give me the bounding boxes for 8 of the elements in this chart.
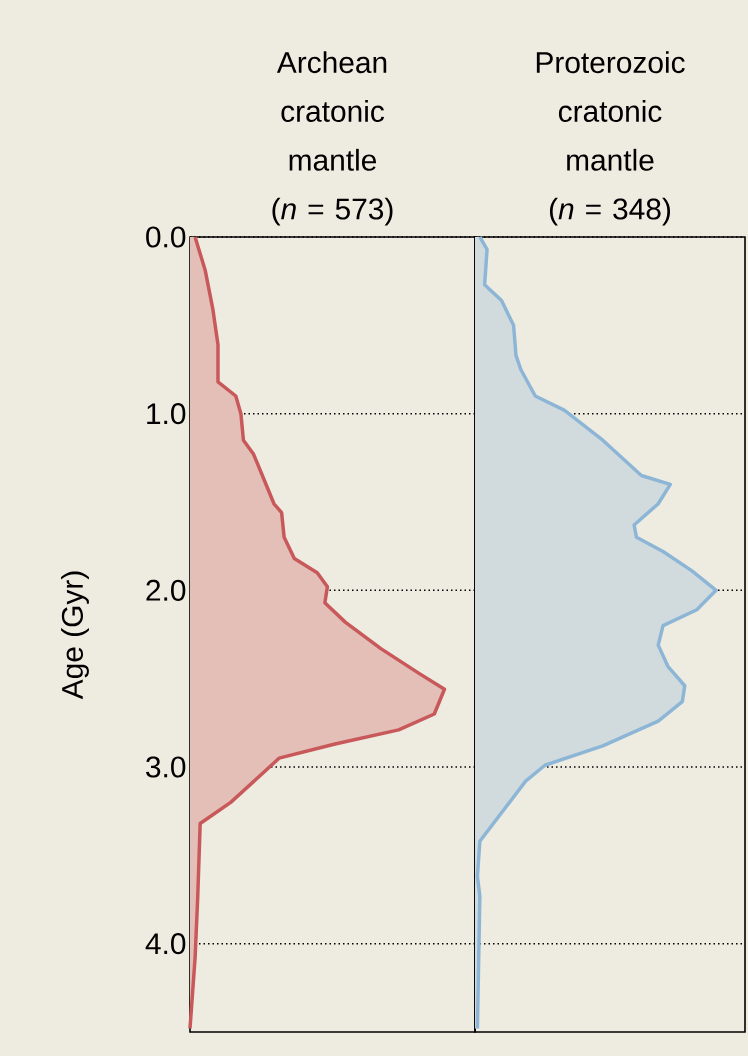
y-tick-label: 0.0 xyxy=(146,226,186,248)
y-tick-label: 3.0 xyxy=(146,756,186,778)
y-tick-label: 4.0 xyxy=(145,933,186,955)
chart-title: Proterozoic cratonic mantle (n = 348) xyxy=(536,51,685,226)
y-tick-label: 1.0 xyxy=(147,403,186,425)
y-tick-label: 2.0 xyxy=(146,579,186,601)
chart-title: Archean cratonic mantle (n = 573) xyxy=(272,51,393,226)
y-axis-title: Age (Gyr) xyxy=(61,571,89,700)
